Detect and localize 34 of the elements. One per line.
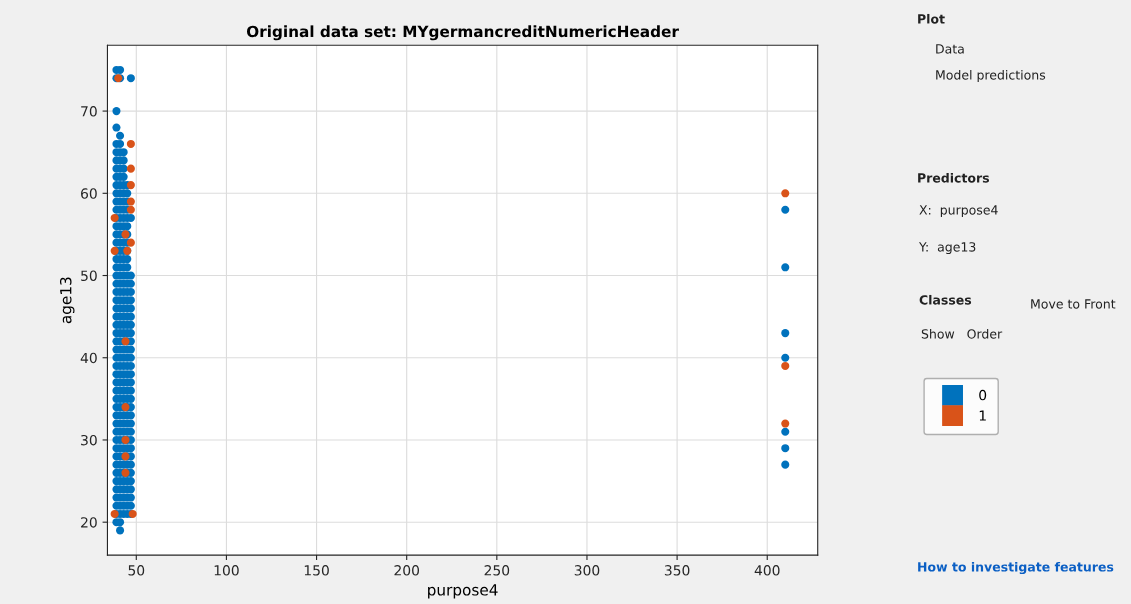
text: How to investigate features bbox=[918, 561, 1114, 575]
x-tick-label: 250 bbox=[484, 565, 510, 576]
y-axis-title: age13 bbox=[59, 277, 75, 324]
point bbox=[781, 189, 790, 198]
legend-label: 0 bbox=[979, 389, 987, 401]
y-tick-label: 50 bbox=[81, 270, 97, 281]
y-tick-label: 30 bbox=[81, 434, 97, 446]
x-tick-label: 100 bbox=[214, 565, 239, 576]
x-tick-label: 200 bbox=[394, 565, 420, 576]
text: Plot bbox=[918, 13, 945, 24]
x-tick-label: 50 bbox=[128, 565, 145, 576]
text: Y: age13 bbox=[918, 242, 976, 255]
text: Show Order bbox=[921, 328, 1003, 339]
x-tick-label: 150 bbox=[304, 565, 329, 576]
point bbox=[781, 361, 790, 371]
text: Move to Front bbox=[1031, 299, 1116, 309]
legend-label: 1 bbox=[979, 410, 986, 421]
text: Predictors bbox=[918, 172, 990, 183]
y-tick-label: 40 bbox=[80, 352, 97, 364]
text: X: purpose4 bbox=[919, 205, 998, 218]
point bbox=[126, 164, 135, 173]
y-tick-label: 20 bbox=[81, 517, 97, 528]
y-tick-label: 70 bbox=[81, 106, 97, 117]
y-tick-label: 60 bbox=[81, 188, 97, 199]
text: Data bbox=[936, 44, 964, 54]
text: Classes bbox=[919, 294, 972, 305]
x-tick-label: 300 bbox=[574, 565, 600, 576]
text: Model predictions bbox=[936, 69, 1046, 83]
point bbox=[781, 419, 790, 428]
chart-title: Original data set: MYgermancreditNumericHeader bbox=[246, 25, 679, 41]
point bbox=[126, 139, 135, 149]
x-tick-label: 350 bbox=[664, 565, 690, 576]
x-axis-title: purpose4 bbox=[428, 584, 498, 599]
x-tick-label: 400 bbox=[754, 565, 780, 576]
